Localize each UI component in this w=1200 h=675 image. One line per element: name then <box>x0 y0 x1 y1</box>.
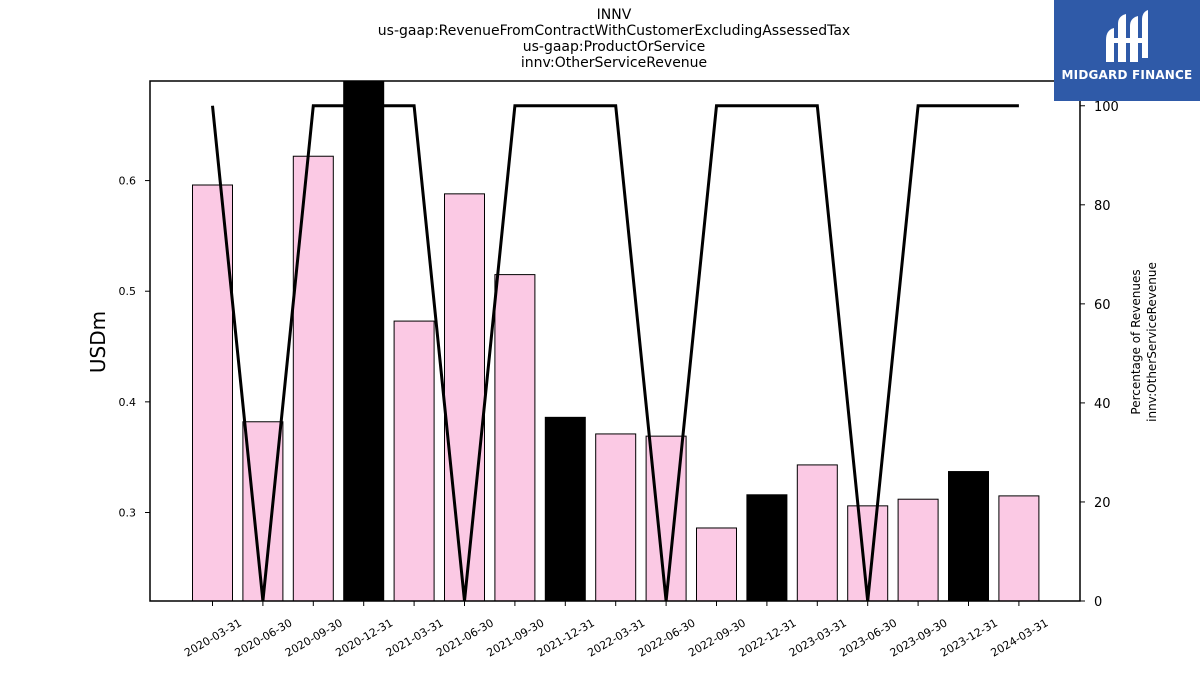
y2-tick-label: 80 <box>1094 199 1111 214</box>
title-line-member: innv:OtherServiceRevenue <box>520 55 708 71</box>
chart-title: INNV us-gaap:RevenueFromContractWithCust… <box>264 7 964 71</box>
y2-axis-label-line2: innv:OtherServiceRevenue <box>1145 262 1159 422</box>
y2-tick-label: 100 <box>1094 100 1119 115</box>
bar-2020-09-30 <box>292 155 334 602</box>
bar-2022-09-30 <box>696 527 737 602</box>
y2-tick-label: 20 <box>1094 496 1111 511</box>
x-tick-label: 2024-03-31 <box>989 616 1051 659</box>
title-line-concept: us-gaap:RevenueFromContractWithCustomerE… <box>377 23 851 39</box>
bar-2023-09-30 <box>897 498 939 602</box>
y2-tick-label: 60 <box>1094 298 1111 313</box>
bar-2022-03-31 <box>595 433 637 602</box>
bar-2023-03-31 <box>796 464 838 602</box>
title-line-ticker: INNV <box>596 7 632 23</box>
bar-2022-12-31 <box>746 494 788 602</box>
title-line-axis: us-gaap:ProductOrService <box>522 39 706 55</box>
bar-2021-03-31 <box>393 320 435 602</box>
logo-text: MIDGARD FINANCE <box>1061 68 1193 82</box>
y2-tick-label: 0 <box>1094 595 1102 610</box>
y-axis-label: USDm <box>86 311 110 373</box>
bar-2020-03-31 <box>192 184 233 602</box>
y-tick-label: 0.4 <box>119 396 137 409</box>
bar-2020-12-31 <box>343 80 385 602</box>
logo-mark-icon <box>1106 10 1148 62</box>
bar-2021-12-31 <box>544 416 586 602</box>
bar-2021-06-30 <box>444 193 485 602</box>
bar-2024-03-31 <box>998 495 1040 602</box>
y2-tick-label: 40 <box>1094 397 1111 412</box>
y-tick-label: 0.5 <box>119 285 137 298</box>
midgard-finance-logo: MIDGARD FINANCE <box>1054 0 1200 101</box>
bar-2020-06-30 <box>242 421 284 602</box>
y2-axis-label-line1: Percentage of Revenues <box>1129 269 1143 414</box>
y-tick-label: 0.6 <box>119 175 137 188</box>
plot-frame <box>149 80 1081 602</box>
bar-2023-12-31 <box>948 471 989 602</box>
percentage-line <box>211 104 1019 602</box>
bar-2021-09-30 <box>494 274 536 602</box>
bar-2023-06-30 <box>847 505 889 602</box>
y-tick-label: 0.3 <box>119 506 137 519</box>
